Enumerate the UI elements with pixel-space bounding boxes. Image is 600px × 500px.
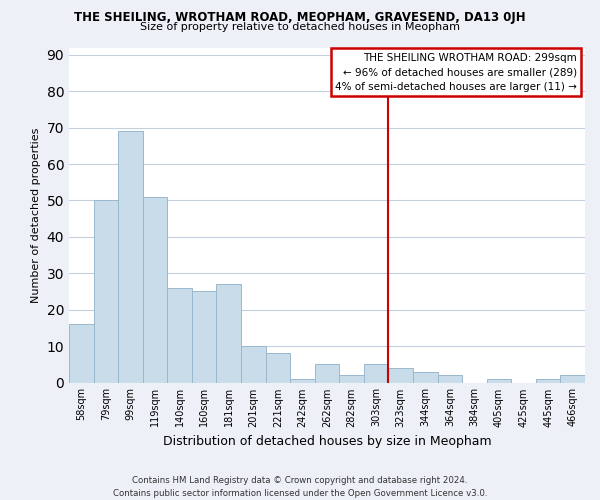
Bar: [339, 375, 364, 382]
Bar: [192, 292, 217, 382]
Bar: [143, 197, 167, 382]
Bar: [487, 379, 511, 382]
Bar: [94, 200, 118, 382]
Bar: [437, 375, 462, 382]
Bar: [413, 372, 437, 382]
Bar: [266, 354, 290, 382]
X-axis label: Distribution of detached houses by size in Meopham: Distribution of detached houses by size …: [163, 435, 491, 448]
Bar: [167, 288, 192, 382]
Y-axis label: Number of detached properties: Number of detached properties: [31, 128, 41, 302]
Bar: [315, 364, 339, 382]
Bar: [118, 131, 143, 382]
Bar: [217, 284, 241, 382]
Bar: [290, 379, 315, 382]
Bar: [536, 379, 560, 382]
Text: Contains HM Land Registry data © Crown copyright and database right 2024.
Contai: Contains HM Land Registry data © Crown c…: [113, 476, 487, 498]
Text: THE SHEILING WROTHAM ROAD: 299sqm
← 96% of detached houses are smaller (289)
4% : THE SHEILING WROTHAM ROAD: 299sqm ← 96% …: [335, 52, 577, 92]
Bar: [69, 324, 94, 382]
Bar: [560, 375, 585, 382]
Bar: [388, 368, 413, 382]
Text: THE SHEILING, WROTHAM ROAD, MEOPHAM, GRAVESEND, DA13 0JH: THE SHEILING, WROTHAM ROAD, MEOPHAM, GRA…: [74, 11, 526, 24]
Bar: [364, 364, 388, 382]
Bar: [241, 346, 266, 383]
Text: Size of property relative to detached houses in Meopham: Size of property relative to detached ho…: [140, 22, 460, 32]
